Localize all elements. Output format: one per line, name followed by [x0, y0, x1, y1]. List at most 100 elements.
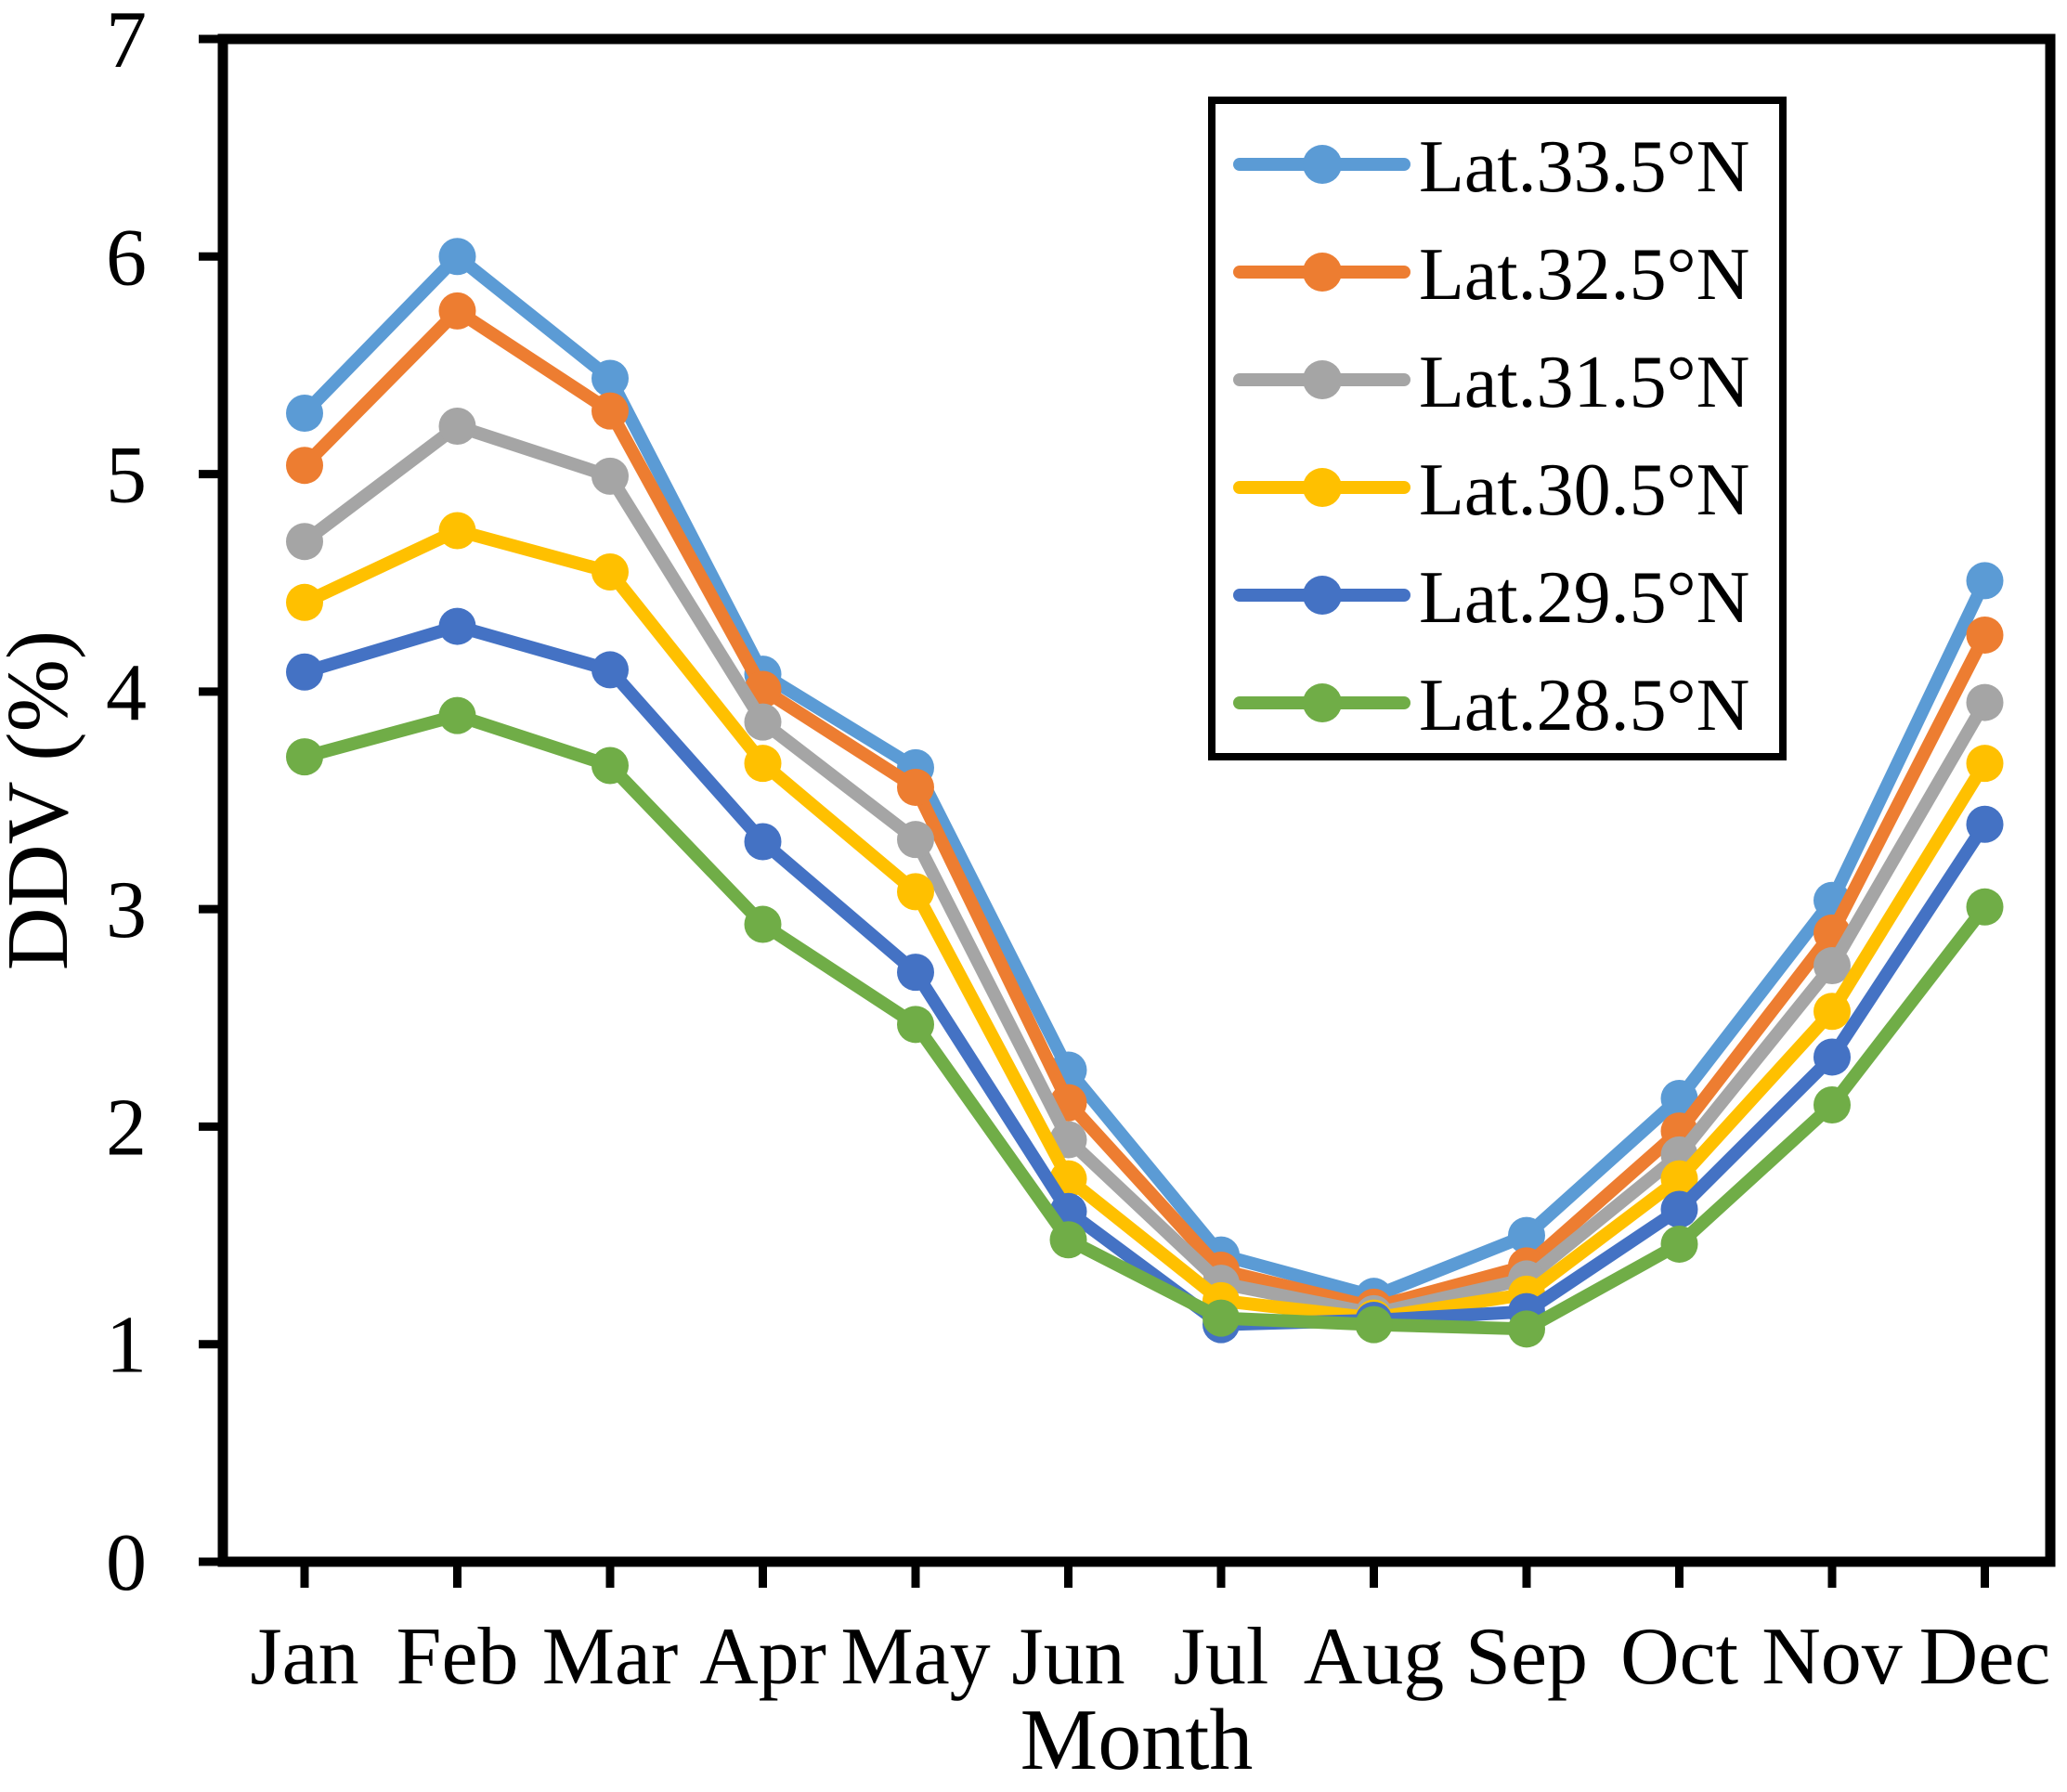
data-point	[592, 359, 629, 397]
data-point	[897, 768, 934, 806]
y-tick-label: 7	[106, 0, 147, 85]
data-point	[1202, 1299, 1240, 1337]
data-point	[1508, 1216, 1545, 1254]
data-point	[286, 583, 323, 621]
y-tick-label: 6	[106, 213, 147, 303]
data-point	[1660, 1225, 1698, 1263]
legend-label: Lat.29.5°N	[1419, 557, 1749, 639]
legend-entry: Lat.28.5°N	[1233, 665, 1749, 747]
legend-marker-swatch	[1303, 145, 1342, 184]
series-.28.5	[286, 696, 2004, 1348]
data-point	[897, 873, 934, 911]
legend-entry: Lat.30.5°N	[1233, 449, 1749, 531]
legend-entry: Lat.32.5°N	[1233, 234, 1749, 316]
x-tick-label: Dec	[1919, 1612, 2051, 1702]
data-point	[438, 408, 476, 446]
data-point	[1966, 616, 2004, 654]
data-point	[1049, 1221, 1087, 1259]
data-point	[744, 905, 782, 943]
data-point	[1966, 562, 2004, 600]
data-point	[592, 747, 629, 785]
x-tick-label: Feb	[396, 1612, 519, 1702]
data-point	[286, 447, 323, 485]
data-point	[1660, 1190, 1698, 1228]
data-point	[1966, 683, 2004, 721]
data-point	[592, 553, 629, 591]
data-point	[438, 607, 476, 645]
data-point	[592, 392, 629, 430]
data-point	[1814, 1086, 1851, 1123]
y-tick-label: 0	[106, 1518, 147, 1608]
y-tick-label: 3	[106, 865, 147, 955]
plot-border	[217, 33, 2056, 1567]
x-tick-label: Jul	[1174, 1612, 1269, 1702]
series-line	[298, 304, 1992, 1314]
legend-marker-swatch	[1303, 576, 1342, 615]
legend-marker-swatch	[1303, 253, 1342, 292]
x-tick-label: Apr	[699, 1612, 826, 1702]
legend-label: Lat.31.5°N	[1419, 342, 1749, 423]
legend-entry: Lat.31.5°N	[1233, 342, 1749, 423]
legend-label: Lat.28.5°N	[1419, 665, 1749, 747]
data-point	[438, 292, 476, 330]
data-point	[286, 394, 323, 432]
data-point	[1966, 745, 2004, 783]
x-axis: Jan Feb Mar Apr May Jun Jul Aug Sep Oct Nov Dec	[250, 1562, 2050, 1702]
data-point	[592, 651, 629, 689]
x-tick-label: Jun	[1011, 1612, 1124, 1702]
series-line	[298, 420, 1992, 1320]
data-point	[286, 523, 323, 561]
series-line	[298, 708, 1992, 1336]
data-point	[1814, 947, 1851, 985]
legend-box	[1208, 97, 1787, 760]
data-point	[1814, 993, 1851, 1031]
series-lines	[286, 238, 2004, 1348]
data-point	[438, 238, 476, 276]
data-point	[592, 457, 629, 495]
data-point	[438, 696, 476, 734]
x-tick-label: Oct	[1620, 1612, 1738, 1702]
data-point	[286, 738, 323, 776]
x-axis-title: Month	[1020, 1692, 1254, 1788]
data-point	[1660, 1079, 1698, 1117]
data-point	[744, 745, 782, 783]
legend-label: Lat.30.5°N	[1419, 449, 1749, 531]
data-point	[744, 823, 782, 861]
data-point	[897, 954, 934, 992]
data-point	[1966, 888, 2004, 926]
legend-marker-swatch	[1303, 468, 1342, 507]
y-axis-title: DDV (%)	[0, 630, 86, 970]
series-line	[298, 524, 1992, 1325]
legend-marker-swatch	[1303, 683, 1342, 722]
y-tick-label: 5	[106, 431, 147, 521]
y-tick-label: 4	[106, 648, 147, 738]
data-point	[1814, 1038, 1851, 1076]
data-point	[744, 703, 782, 741]
y-tick-label: 2	[106, 1083, 147, 1173]
legend-entry: Lat.29.5°N	[1233, 557, 1749, 639]
data-point	[1355, 1305, 1393, 1344]
data-point	[1508, 1310, 1545, 1348]
data-point	[286, 653, 323, 691]
data-point	[1660, 1160, 1698, 1198]
legend-entry: Lat.33.5°N	[1233, 126, 1749, 208]
series-line	[298, 250, 1992, 1304]
data-point	[897, 1006, 934, 1044]
x-tick-label: Jan	[250, 1612, 358, 1702]
x-tick-label: Sep	[1465, 1612, 1588, 1702]
x-tick-label: Mar	[542, 1612, 679, 1702]
legend: Lat.33.5°N Lat.32.5°N Lat.31.5°N Lat.30.5°N…	[1208, 97, 1787, 760]
legend-marker-swatch	[1303, 360, 1342, 399]
x-tick-label: May	[840, 1612, 990, 1702]
series-line	[298, 619, 1992, 1331]
legend-label: Lat.32.5°N	[1419, 234, 1749, 316]
data-point	[1966, 805, 2004, 843]
y-axis: 0 1 2 3 4 5 6 7	[106, 0, 223, 1608]
x-tick-label: Nov	[1762, 1612, 1903, 1702]
data-point	[438, 512, 476, 550]
legend-label: Lat.33.5°N	[1419, 126, 1749, 208]
data-point	[897, 821, 934, 859]
x-tick-label: Aug	[1304, 1612, 1445, 1702]
